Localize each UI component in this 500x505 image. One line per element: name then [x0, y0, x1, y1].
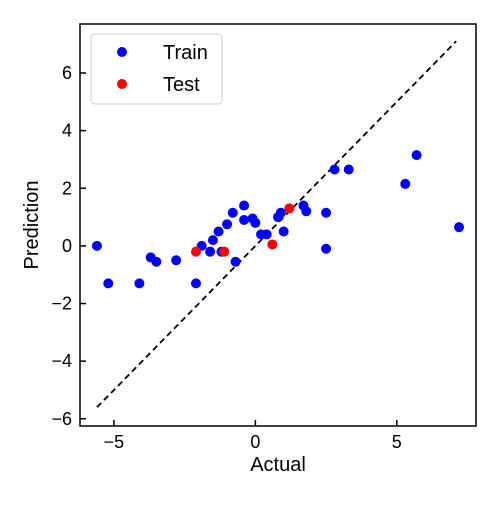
train-point-14 — [230, 256, 241, 267]
x-tick-label: −5 — [104, 432, 125, 452]
y-tick-label: 4 — [62, 121, 72, 141]
train-point-2 — [134, 278, 145, 289]
train-point-23 — [278, 226, 289, 237]
train-point-25 — [301, 206, 312, 217]
train-point-16 — [239, 214, 250, 225]
legend-marker-test — [117, 79, 127, 89]
train-point-13 — [227, 207, 238, 218]
train-point-20 — [261, 229, 272, 240]
y-tick-label: 2 — [62, 178, 72, 198]
train-point-28 — [329, 164, 340, 175]
train-point-8 — [205, 246, 216, 257]
test-point-2 — [267, 239, 278, 250]
legend-label-train: Train — [163, 42, 208, 64]
train-point-29 — [343, 164, 354, 175]
train-point-22 — [275, 207, 286, 218]
x-axis-title: Actual — [250, 454, 306, 476]
train-point-9 — [207, 235, 218, 246]
train-point-27 — [321, 207, 332, 218]
y-tick-label: −6 — [51, 409, 72, 429]
plot-layer — [91, 40, 465, 408]
train-point-15 — [239, 200, 250, 211]
train-point-5 — [171, 255, 182, 266]
plot-frame — [79, 23, 477, 427]
train-point-6 — [190, 278, 201, 289]
x-tick-label: 0 — [250, 432, 260, 452]
legend-label-test: Test — [163, 74, 200, 96]
legend-marker-train — [117, 47, 127, 57]
y-tick-label: −4 — [51, 351, 72, 371]
y-tick-label: 0 — [62, 236, 72, 256]
train-point-31 — [411, 150, 422, 161]
train-point-18 — [250, 217, 261, 228]
ticks-layer: −5 0 5 −6 −4 −2 0 2 4 6 — [51, 63, 401, 452]
train-point-0 — [91, 240, 102, 251]
legend: Train Test — [90, 33, 223, 105]
train-point-12 — [222, 219, 233, 230]
test-point-0 — [190, 246, 201, 257]
y-tick-label: 6 — [62, 63, 72, 83]
test-point-3 — [284, 203, 295, 214]
train-point-26 — [321, 243, 332, 254]
train-point-10 — [213, 226, 224, 237]
y-axis-title: Prediction — [21, 181, 43, 270]
train-point-32 — [454, 222, 465, 233]
reference-line — [96, 40, 457, 408]
train-point-30 — [400, 178, 411, 189]
test-point-1 — [219, 246, 230, 257]
y-tick-label: −2 — [51, 294, 72, 314]
train-point-1 — [103, 278, 114, 289]
train-point-4 — [151, 256, 162, 267]
x-tick-label: 5 — [392, 432, 402, 452]
